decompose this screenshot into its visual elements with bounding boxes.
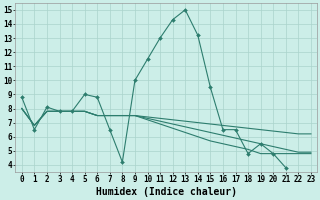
X-axis label: Humidex (Indice chaleur): Humidex (Indice chaleur) — [96, 187, 237, 197]
